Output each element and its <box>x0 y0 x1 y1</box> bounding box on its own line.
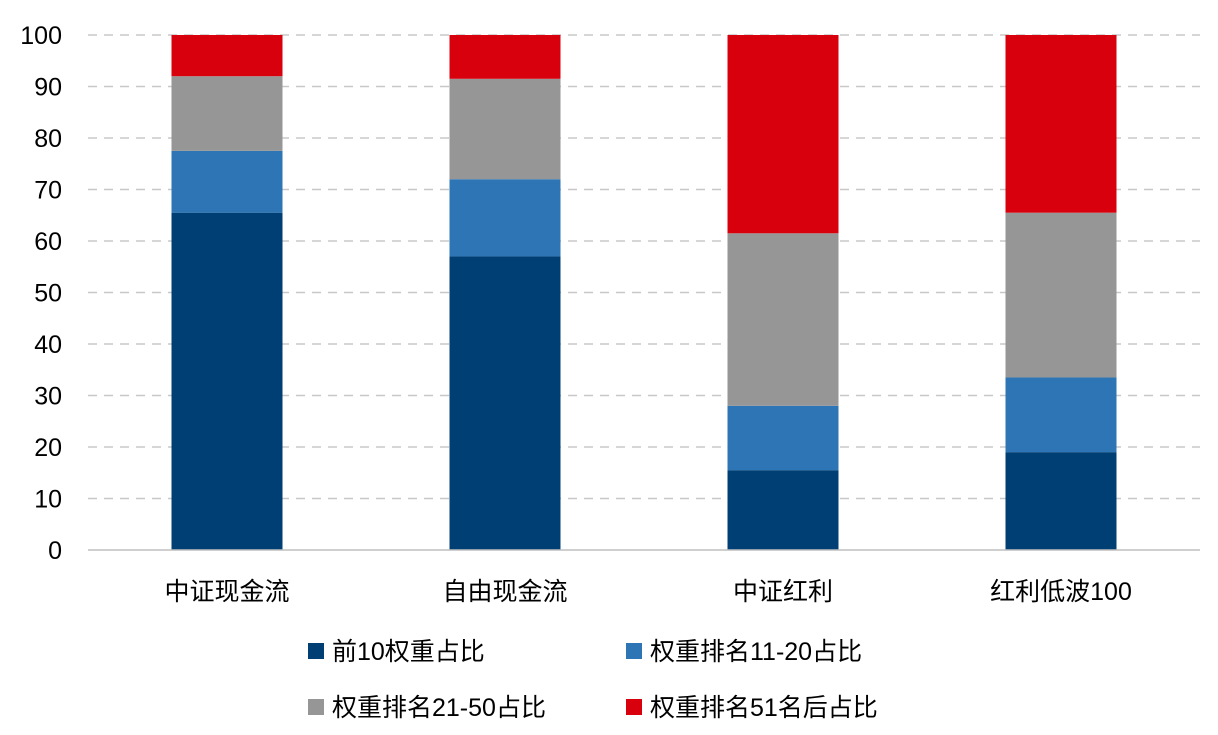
y-tick-label: 40 <box>34 331 62 359</box>
y-tick-label: 80 <box>34 125 62 153</box>
bar-segment <box>1005 35 1117 213</box>
bar-segment <box>1005 452 1117 550</box>
bar-segment <box>449 78 561 180</box>
y-tick-label: 50 <box>34 280 62 308</box>
legend-swatch <box>308 643 324 659</box>
y-tick-label: 30 <box>34 383 62 411</box>
y-axis-ticks: 0 10 20 30 40 50 60 70 80 90 100 <box>20 22 62 565</box>
legend-swatch <box>626 643 642 659</box>
legend-label: 权重排名11-20占比 <box>650 638 862 666</box>
x-category-label: 中证现金流 <box>164 578 289 606</box>
legend-label: 权重排名21-50占比 <box>332 694 546 722</box>
y-tick-label: 10 <box>34 486 62 514</box>
x-category-label: 红利低波100 <box>990 578 1132 606</box>
x-axis-categories: 中证现金流 自由现金流 中证红利 红利低波100 <box>164 578 1131 606</box>
bars <box>171 35 1117 551</box>
y-tick-label: 0 <box>48 537 62 565</box>
legend-swatch <box>308 699 324 715</box>
x-category-label: 自由现金流 <box>442 578 567 606</box>
legend-label: 前10权重占比 <box>332 638 485 666</box>
bar-segment <box>727 405 839 471</box>
bar-segment <box>449 35 561 79</box>
y-tick-label: 60 <box>34 228 62 256</box>
y-tick-label: 100 <box>20 22 62 50</box>
bar-segment <box>1005 212 1117 378</box>
y-tick-label: 70 <box>34 177 62 205</box>
bar-segment <box>171 150 283 213</box>
bar-segment <box>449 179 561 257</box>
bar-segment <box>727 35 839 234</box>
bar-segment <box>727 470 839 550</box>
y-tick-label: 20 <box>34 434 62 462</box>
bar-segment <box>171 212 283 551</box>
bar-segment <box>171 76 283 151</box>
legend-swatch <box>626 699 642 715</box>
legend-label: 权重排名51名后占比 <box>650 694 878 722</box>
bar-segment <box>727 233 839 406</box>
bar-segment <box>449 256 561 550</box>
y-tick-label: 90 <box>34 74 62 102</box>
x-category-label: 中证红利 <box>733 578 833 606</box>
bar-segment <box>1005 377 1117 453</box>
bar-segment <box>171 35 283 77</box>
